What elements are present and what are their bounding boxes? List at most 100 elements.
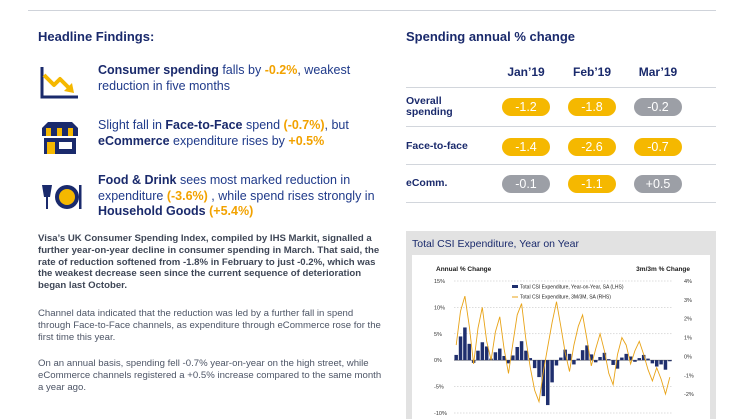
data-bar <box>559 357 563 361</box>
data-bar <box>502 355 506 361</box>
data-bar <box>550 360 554 383</box>
data-bar <box>541 360 546 397</box>
data-bar <box>554 360 559 366</box>
value-pill: -1.8 <box>568 98 616 116</box>
data-bar <box>545 360 550 406</box>
value-pill: -1.2 <box>502 98 550 116</box>
food-drink-icon <box>42 185 82 209</box>
data-bar <box>585 345 589 361</box>
shop-front-icon <box>42 122 78 154</box>
csi-chart: Annual % Change 3m/3m % Change 15% 10% 5% 0… <box>412 255 710 419</box>
data-bar <box>611 360 615 365</box>
trend-down-icon <box>40 67 78 99</box>
legend-swatch-bars <box>512 285 518 288</box>
summary-paragraph: Visa’s UK Consumer Spending Index, compi… <box>38 233 380 292</box>
data-bar <box>476 350 480 361</box>
data-bar <box>484 346 489 361</box>
channel-paragraph: Channel data indicated that the reductio… <box>38 308 381 343</box>
left-tick-label: -10% <box>434 411 447 417</box>
table-divider <box>406 87 716 88</box>
value-pill: -0.7 <box>634 138 682 156</box>
row-label-ecomm: eComm. <box>406 177 448 189</box>
data-bar <box>602 352 607 361</box>
data-bar <box>498 348 502 361</box>
data-bar <box>524 350 528 361</box>
value-pill: -0.2 <box>634 98 682 116</box>
col-header-mar: Mar’19 <box>638 65 678 79</box>
right-tick-label: 3% <box>684 298 692 304</box>
chart-title: Total CSI Expenditure, Year on Year <box>412 238 579 250</box>
series-line <box>455 295 671 404</box>
data-bar <box>593 360 598 363</box>
table-divider <box>406 126 716 127</box>
left-tick-label: 0% <box>434 358 442 364</box>
data-bar <box>633 360 637 362</box>
data-bar <box>537 360 541 378</box>
right-tick-label: 2% <box>684 317 692 323</box>
top-divider <box>28 10 716 11</box>
data-bar <box>563 349 567 361</box>
data-bar <box>458 336 463 361</box>
findings-heading: Headline Findings: <box>38 29 155 44</box>
left-tick-label: 10% <box>434 305 445 311</box>
data-bar <box>659 360 663 365</box>
data-bar <box>511 355 515 361</box>
right-tick-label: -2% <box>684 392 694 398</box>
data-bar <box>650 360 655 364</box>
col-header-feb: Feb’19 <box>572 65 611 79</box>
right-tick-label: 0% <box>684 354 692 360</box>
finding-consumer-spending: Consumer spending falls by -0.2%, weakes… <box>38 63 378 103</box>
left-tick-label: 15% <box>434 279 445 285</box>
value-pill: -2.6 <box>568 138 616 156</box>
row-label-overall: Overall spending <box>406 95 453 118</box>
data-bar <box>519 341 524 361</box>
data-bar <box>580 350 585 361</box>
finding-text: Slight fall in Face-to-Face spend (-0.7%… <box>98 118 349 148</box>
data-bar <box>641 354 646 361</box>
data-bar <box>454 354 458 361</box>
data-bar <box>528 358 533 361</box>
finding-text: Consumer spending falls by -0.2%, weakes… <box>98 63 351 93</box>
data-bar <box>668 360 672 362</box>
annual-paragraph: On an annual basis, spending fell -0.7% … <box>38 358 382 393</box>
left-tick-label: 5% <box>434 332 442 338</box>
finding-face-to-face: Slight fall in Face-to-Face spend (-0.7%… <box>38 118 378 158</box>
data-bar <box>493 352 498 361</box>
data-bar <box>506 360 511 364</box>
legend-label-line: Total CSI Expenditure, 3M/3M, SA (RHS) <box>520 295 611 301</box>
data-bar <box>637 358 642 361</box>
data-bar <box>480 342 485 361</box>
finding-text: Food & Drink sees most marked reduction … <box>98 173 375 218</box>
data-bar <box>532 360 537 369</box>
left-axis-label: Annual % Change <box>436 266 492 273</box>
data-bar <box>620 357 624 361</box>
data-bar <box>567 353 572 361</box>
data-bar <box>576 358 581 361</box>
data-bar <box>663 360 668 370</box>
table-divider <box>406 164 716 165</box>
data-bar <box>607 359 611 361</box>
value-pill: +0.5 <box>634 175 682 193</box>
data-bar <box>615 360 620 369</box>
table-divider <box>406 202 716 203</box>
data-bar <box>572 360 576 365</box>
data-bar <box>467 343 472 361</box>
value-pill: -1.1 <box>568 175 616 193</box>
finding-food-drink: Food & Drink sees most marked reduction … <box>38 173 378 220</box>
right-axis-label: 3m/3m % Change <box>636 266 690 273</box>
legend-label-bars: Total CSI Expenditure, Year-on-Year, SA … <box>520 285 624 291</box>
data-bar <box>628 356 633 361</box>
data-bar <box>654 360 659 367</box>
left-tick-label: -5% <box>434 385 444 391</box>
data-bar <box>624 353 628 361</box>
right-tick-label: 4% <box>684 279 692 285</box>
value-pill: -0.1 <box>502 175 550 193</box>
table-title: Spending annual % change <box>406 29 576 44</box>
data-bar <box>598 357 602 361</box>
data-bar <box>589 354 594 361</box>
data-bar <box>463 327 467 361</box>
value-pill: -1.4 <box>502 138 550 156</box>
right-tick-label: 1% <box>684 336 692 342</box>
col-header-jan: Jan’19 <box>507 65 545 79</box>
data-bar <box>515 347 519 361</box>
